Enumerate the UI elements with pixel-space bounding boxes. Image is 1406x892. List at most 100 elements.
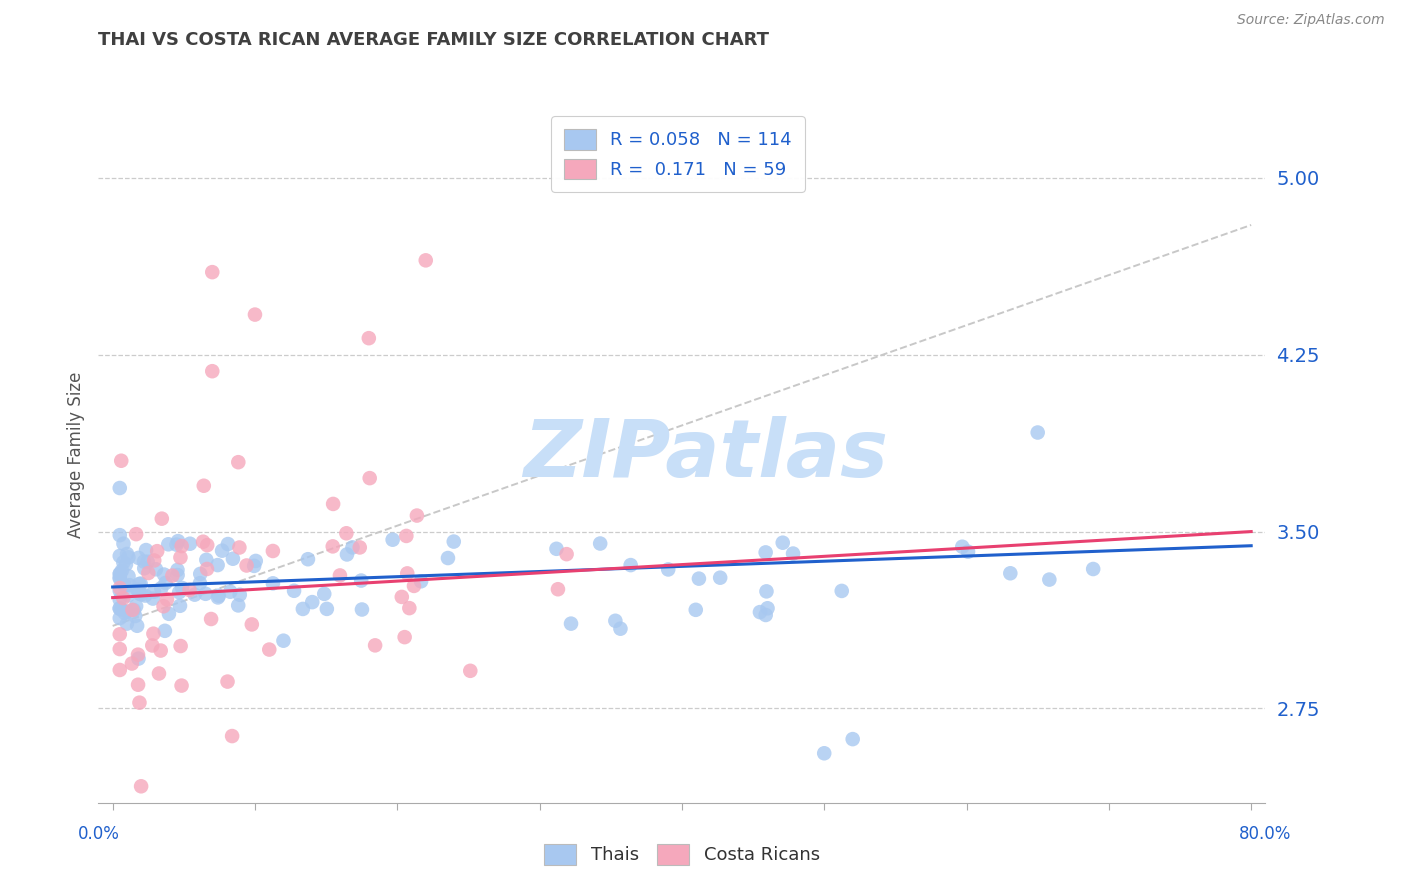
Point	[170, 539, 193, 553]
Point	[122, 603, 145, 617]
Point	[259, 642, 281, 657]
Point	[240, 617, 263, 632]
Point	[396, 566, 419, 581]
Point	[153, 567, 176, 582]
Point	[560, 616, 582, 631]
Point	[108, 528, 131, 542]
Point	[283, 583, 305, 598]
Point	[108, 627, 131, 641]
Point	[128, 651, 150, 665]
Point	[342, 541, 364, 555]
Point	[217, 537, 239, 551]
Point	[755, 607, 778, 622]
Point	[127, 619, 149, 633]
Text: Source: ZipAtlas.com: Source: ZipAtlas.com	[1237, 13, 1385, 28]
Point	[132, 555, 155, 569]
Point	[547, 582, 569, 597]
Point	[117, 569, 139, 583]
Point	[191, 534, 214, 549]
Point	[111, 564, 134, 578]
Point	[114, 606, 136, 620]
Point	[195, 538, 218, 552]
Point	[1000, 566, 1022, 581]
Point	[406, 508, 429, 523]
Point	[589, 536, 612, 550]
Point	[153, 624, 176, 638]
Point	[149, 643, 172, 657]
Point	[127, 582, 149, 597]
Point	[402, 579, 425, 593]
Point	[222, 551, 245, 566]
Point	[108, 572, 131, 586]
Point	[291, 602, 314, 616]
Point	[195, 562, 218, 576]
Point	[136, 555, 159, 569]
Point	[108, 592, 131, 607]
Point	[115, 547, 138, 561]
Point	[322, 540, 344, 554]
Point	[620, 558, 643, 573]
Point	[112, 591, 135, 605]
Point	[166, 568, 188, 582]
Point	[409, 574, 432, 589]
Point	[314, 587, 336, 601]
Point	[458, 664, 481, 678]
Point	[112, 537, 135, 551]
Point	[129, 576, 152, 591]
Point	[398, 601, 420, 615]
Point	[782, 547, 804, 561]
Point	[166, 563, 188, 577]
Point	[127, 550, 149, 565]
Point	[685, 603, 707, 617]
Point	[183, 588, 205, 602]
Point	[108, 809, 131, 823]
Point	[957, 545, 980, 559]
Point	[136, 566, 159, 580]
Point	[167, 585, 190, 599]
Point	[709, 571, 731, 585]
Text: ZIPatlas: ZIPatlas	[523, 416, 887, 494]
Point	[1026, 425, 1049, 440]
Point	[128, 577, 150, 591]
Point	[297, 552, 319, 566]
Point	[108, 663, 131, 677]
Point	[108, 601, 131, 615]
Point	[219, 584, 242, 599]
Point	[108, 601, 131, 615]
Point	[179, 582, 201, 597]
Point	[155, 575, 177, 590]
Point	[108, 642, 131, 657]
Point	[609, 622, 631, 636]
Point	[157, 607, 180, 621]
Point	[117, 588, 139, 602]
Point	[605, 614, 627, 628]
Point	[207, 558, 229, 573]
Point	[950, 540, 973, 554]
Point	[350, 574, 373, 588]
Point	[322, 497, 344, 511]
Point	[117, 550, 139, 565]
Point	[115, 605, 138, 619]
Point	[443, 534, 465, 549]
Point	[152, 599, 174, 614]
Point	[150, 581, 173, 595]
Point	[243, 558, 266, 573]
Point	[143, 819, 166, 833]
Point	[201, 265, 224, 279]
Point	[127, 678, 149, 692]
Point	[235, 558, 257, 573]
Point	[129, 779, 152, 793]
Point	[364, 638, 387, 652]
Point	[134, 561, 156, 575]
Point	[108, 549, 131, 563]
Point	[335, 526, 357, 541]
Point	[145, 562, 167, 576]
Point	[349, 541, 371, 555]
Point	[148, 666, 170, 681]
Point	[128, 696, 150, 710]
Point	[170, 679, 193, 693]
Point	[208, 589, 231, 603]
Point	[194, 587, 217, 601]
Point	[108, 481, 131, 495]
Point	[1038, 573, 1060, 587]
